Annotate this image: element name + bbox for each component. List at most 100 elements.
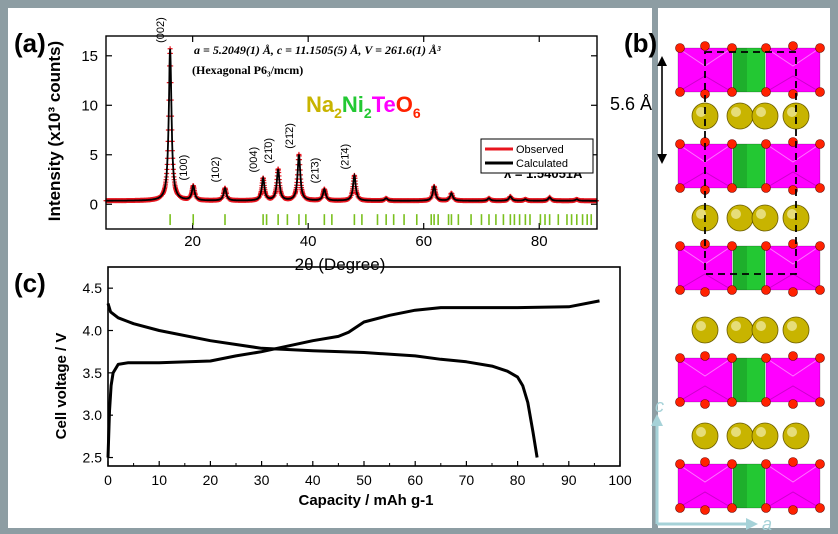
te-octahedron-edge	[765, 357, 821, 377]
oxygen-atom	[761, 459, 771, 469]
sodium-atom	[751, 204, 779, 232]
oxygen-atom	[727, 241, 737, 251]
peak-label: (004)	[248, 147, 260, 173]
oxygen-atom	[727, 459, 737, 469]
panel-c-label: (c)	[14, 268, 46, 298]
a-axis-label: a	[762, 514, 772, 534]
capacity-tick-label: 40	[305, 472, 321, 488]
peak-label: (21̄3)	[309, 158, 321, 184]
oxygen-atom	[788, 41, 798, 51]
electrochem-frame	[107, 266, 621, 467]
oxygen-atom	[675, 459, 685, 469]
sodium-atom-highlight	[696, 209, 706, 219]
peak-label: (21̄4)	[339, 144, 351, 170]
te-octahedron-edge	[677, 463, 733, 483]
peak-label: (21̄2)	[284, 123, 296, 149]
c-axis-label: c	[655, 396, 664, 416]
formula-na: Na	[306, 92, 335, 117]
ni-octahedron	[732, 143, 766, 189]
sodium-atom-highlight	[756, 427, 766, 437]
compound-formula: Na2Ni2TeO6	[306, 92, 421, 121]
peak-label: (100)	[178, 155, 190, 181]
oxygen-atom	[727, 139, 737, 149]
capacity-tick-label: 60	[407, 472, 423, 488]
spacing-arrow-head-bottom	[657, 154, 667, 164]
sodium-atom	[782, 422, 810, 450]
space-group: (Hexagonal P6₃/mcm)	[192, 63, 303, 77]
oxygen-atom	[675, 397, 685, 407]
ni-octahedron	[732, 47, 766, 93]
formula-o: O	[396, 92, 413, 117]
oxygen-atom	[727, 503, 737, 513]
te-octahedron-edge	[677, 491, 733, 509]
oxygen-atom	[675, 503, 685, 513]
oxygen-atom	[727, 353, 737, 363]
oxygen-atom	[815, 43, 825, 53]
oxygen-atom	[675, 241, 685, 251]
sodium-atom-highlight	[731, 427, 741, 437]
sodium-atom	[726, 204, 754, 232]
formula-te: Te	[372, 92, 396, 117]
te-octahedron-edge	[765, 385, 821, 403]
ni-octahedron-shade	[733, 246, 747, 290]
ni-octahedron	[732, 245, 766, 291]
capacity-tick-label: 50	[356, 472, 372, 488]
voltage-tick-label: 2.5	[83, 450, 103, 466]
oxygen-atom	[815, 139, 825, 149]
capacity-tick-label: 70	[459, 472, 475, 488]
oxygen-atom	[761, 503, 771, 513]
sodium-atom	[751, 316, 779, 344]
te-octahedron-edge	[677, 357, 733, 377]
oxygen-atom	[761, 87, 771, 97]
sodium-atom-highlight	[787, 321, 797, 331]
sodium-atom-highlight	[696, 107, 706, 117]
sodium-atom	[726, 422, 754, 450]
oxygen-atom	[788, 505, 798, 515]
oxygen-atom	[815, 459, 825, 469]
oxygen-atom	[815, 241, 825, 251]
formula-ni-sub: 2	[364, 105, 372, 121]
discharge-curve	[106, 302, 539, 458]
oxygen-atom	[815, 183, 825, 193]
oxygen-atom	[700, 41, 710, 51]
capacity-tick-label: 10	[151, 472, 167, 488]
sodium-atom-highlight	[756, 209, 766, 219]
oxygen-atom	[727, 397, 737, 407]
te-octahedron	[765, 143, 821, 189]
te-octahedron-edge	[765, 463, 821, 483]
formula-na-sub: 2	[334, 105, 342, 121]
ni-octahedron-shade	[733, 358, 747, 402]
oxygen-atom	[788, 287, 798, 297]
capacity-tick-label: 30	[254, 472, 270, 488]
voltage-tick-label: 3.5	[83, 365, 103, 381]
te-octahedron	[677, 357, 733, 403]
peak-label: (21̄0)	[263, 138, 275, 164]
panel-ac-background	[8, 8, 652, 528]
oxygen-atom	[727, 285, 737, 295]
xrd-x-tick-label: 40	[300, 233, 317, 250]
xrd-x-tick-label: 20	[184, 233, 201, 250]
oxygen-atom	[815, 87, 825, 97]
ni-octahedron	[732, 357, 766, 403]
xrd-y-tick-label: 15	[81, 48, 98, 65]
te-octahedron	[765, 463, 821, 509]
sodium-atom-highlight	[756, 107, 766, 117]
oxygen-atom	[788, 399, 798, 409]
legend-calculated-label: Calculated	[516, 158, 568, 170]
c-axis-arrowhead	[651, 414, 663, 426]
sodium-atom-highlight	[696, 427, 706, 437]
lattice-parameters: a = 5.2049(1) Å, c = 11.1505(5) Å, V = 2…	[194, 43, 441, 57]
oxygen-atom	[727, 87, 737, 97]
xrd-y-tick-label: 0	[90, 196, 98, 213]
oxygen-atom	[700, 457, 710, 467]
te-octahedron-edge	[765, 75, 821, 93]
oxygen-atom	[761, 241, 771, 251]
capacity-axis-label: Capacity / mAh g-1	[298, 492, 433, 509]
oxygen-atom	[700, 399, 710, 409]
te-octahedron	[677, 463, 733, 509]
sodium-atom-highlight	[731, 321, 741, 331]
te-octahedron-edge	[765, 491, 821, 509]
